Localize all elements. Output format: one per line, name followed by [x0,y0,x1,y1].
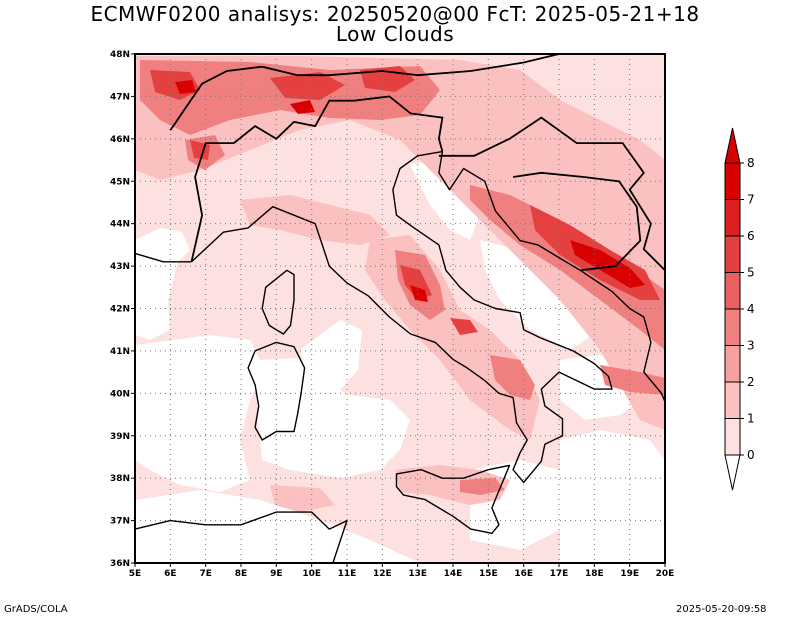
bosnia-border [512,171,642,272]
chart-subtitle: Low Clouds [335,22,455,46]
latitude-tick-label: 40N [110,389,130,399]
latitude-tick-label: 47N [110,92,130,102]
latitude-labels: 36N 37N 38N 39N 40N 41N 42N 43N 44N 45N 46N 47N 48N [110,50,135,569]
colorbar-tick-label: 8 [747,156,755,170]
colorbar-extend-high [724,127,741,164]
cloud-level-2 [240,195,390,245]
latitude-tick-label: 44N [110,220,130,230]
colorbar-segment [724,272,741,310]
longitude-tick-label: 13E [408,569,427,579]
italy-peninsula-coast [191,150,666,484]
cloud-level-8 [570,240,645,288]
software-credit: GrADS/COLA [4,604,68,615]
cloud-level-4 [460,478,505,495]
longitude-tick-label: 12E [373,569,392,579]
longitude-tick-label: 10E [302,569,321,579]
longitude-tick-label: 20E [656,569,675,579]
longitude-tick-label: 15E [479,569,498,579]
alpine-border [190,95,444,262]
longitude-tick-label: 18E [585,569,604,579]
latitude-tick-label: 48N [110,50,130,60]
colorbar-tick-label: 1 [747,412,755,426]
sardinia-coast [247,341,306,441]
colorbar-tick-label: 5 [747,266,755,280]
longitude-tick-label: 5E [129,569,141,579]
chart-title: ECMWF0200 analisys: 20250520@00 FcT: 202… [90,2,700,26]
cloud-level-2 [135,56,665,430]
longitude-tick-label: 11E [338,569,357,579]
colorbar-tick-label: 6 [747,229,755,243]
cloud-level-4 [470,185,665,350]
longitude-tick-label: 16E [514,569,533,579]
latitude-tick-label: 37N [110,517,130,527]
colorbar: 0 1 2 3 4 5 6 7 8 [724,127,755,491]
coastlines-and-borders [134,53,666,564]
longitude-tick-label: 17E [550,569,569,579]
longitude-tick-label: 9E [270,569,282,579]
latitude-tick-label: 43N [110,262,130,272]
latitude-tick-label: 38N [110,474,130,484]
latitude-tick-label: 39N [110,432,130,442]
swiss-austrian-border [169,53,560,131]
colorbar-segment [724,308,741,346]
clear-sky-area [255,358,410,478]
cloud-level-8 [410,285,428,302]
cloud-level-4 [490,355,535,400]
colorbar-extend-low [724,454,741,491]
latitude-tick-label: 42N [110,305,130,315]
colorbar-segment [724,199,741,237]
lat-lon-grid [135,54,665,563]
longitude-tick-label: 8E [235,569,247,579]
clear-sky-area [135,228,190,340]
colorbar-tick-label: 4 [747,302,755,316]
cloud-level-4 [600,365,665,395]
africa-coast [134,511,348,564]
cloud-level-6 [270,72,345,100]
longitude-tick-label: 7E [199,569,211,579]
colorbar-segment [724,162,741,200]
colorbar-tick-label: 7 [747,193,755,207]
france-coast [134,252,192,263]
clear-sky-area [560,430,665,563]
colorbar-segment [724,381,741,419]
latitude-tick-label: 45N [110,177,130,187]
latitude-tick-label: 46N [110,135,130,145]
latitude-tick-label: 36N [110,559,130,569]
cloud-level-2 [270,485,335,512]
colorbar-tick-label: 0 [747,448,755,462]
clear-sky-area [135,490,420,563]
corsica-coast [261,269,295,335]
colorbar-segment [724,235,741,273]
colorbar-segment [724,418,741,456]
clear-sky-area [135,335,265,492]
cloud-level-8 [175,80,196,94]
longitude-tick-label: 14E [444,569,463,579]
sicily-coast [395,464,511,534]
longitude-tick-label: 19E [620,569,639,579]
longitude-tick-label: 6E [164,569,176,579]
colorbar-tick-label: 3 [747,339,755,353]
cloud-level-8 [290,100,315,114]
clear-sky-area [480,240,600,350]
render-timestamp: 2025-05-20-09:58 [676,604,767,615]
latitude-tick-label: 41N [110,347,130,357]
colorbar-segment [724,345,741,383]
balkan-border [438,116,666,271]
cloud-level-6 [450,318,478,335]
colorbar-tick-label: 2 [747,375,755,389]
longitude-labels: 5E 6E 7E 8E 9E 10E 11E 12E 13E 14E 15E 16E 17E 18E 19E… [129,563,675,579]
